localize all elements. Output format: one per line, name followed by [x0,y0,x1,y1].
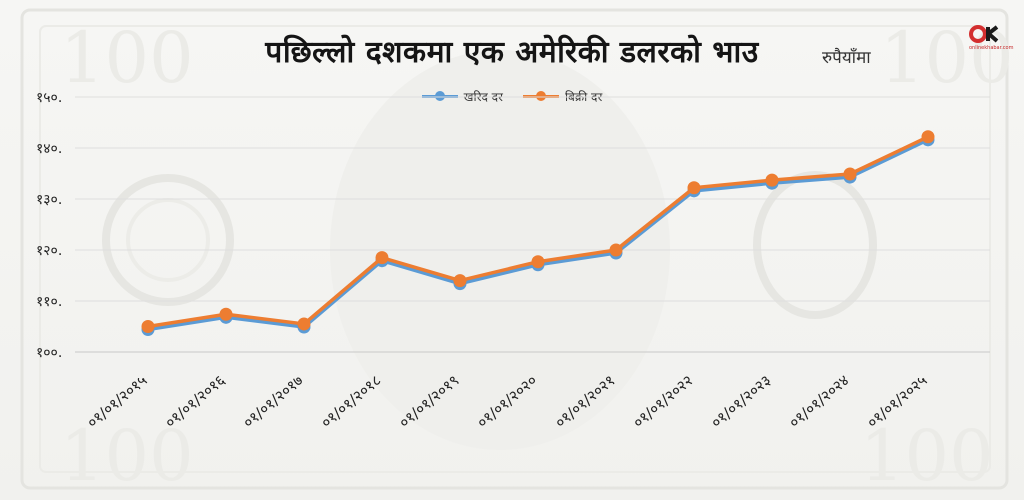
svg-text:100: 100 [860,415,994,497]
x-tick-label: ०१/०१/२०१६ [161,371,228,432]
data-point-sell [765,173,779,187]
data-point-sell [219,307,233,321]
logo-mark-icon [969,25,999,43]
data-point-sell [453,274,467,288]
data-point-sell [141,320,155,333]
x-tick-label: ०१/०१/२०२१ [551,371,618,431]
x-tick-label: ०१/०१/२०२५ [863,371,930,432]
svg-text:100: 100 [60,415,194,497]
brand-logo: onlinekhabar.com [968,24,1013,54]
svg-text:100: 100 [60,17,194,99]
x-tick-label: ०१/०१/२०१७ [239,371,306,432]
y-tick-label: १००. [36,345,62,361]
y-tick-label: १२०. [36,243,62,259]
data-point-sell [531,255,545,269]
x-tick-label: ०१/०१/२०१९ [395,371,462,431]
unit-label: रुपैयाँमा [822,48,871,68]
data-point-sell [375,251,389,265]
data-point-sell [609,243,623,257]
x-tick-label: ०१/०१/२०१५ [83,371,150,432]
data-point-sell [297,317,311,331]
y-tick-label: ११०. [36,294,62,310]
x-tick-label: ०१/०१/२०२४ [785,371,852,432]
x-tick-label: ०१/०१/२०२३ [707,371,774,431]
x-tick-label: ०१/०१/२०१८ [317,371,384,431]
data-point-sell [687,181,701,195]
data-point-sell [843,167,857,181]
x-tick-label: ०१/०१/२०२० [473,371,540,431]
y-tick-label: १३०. [36,192,62,208]
chart-title: पछिल्लो दशकमा एक अमेरिकी डलरको भाउ [265,35,759,70]
x-tick-label: ०१/०१/२०२२ [629,371,696,431]
logo-text: onlinekhabar.com [969,45,1014,51]
y-tick-label: १५०. [36,90,62,106]
data-point-sell [921,130,935,144]
series-line-sell [147,135,929,329]
y-tick-label: १४०. [36,141,62,157]
